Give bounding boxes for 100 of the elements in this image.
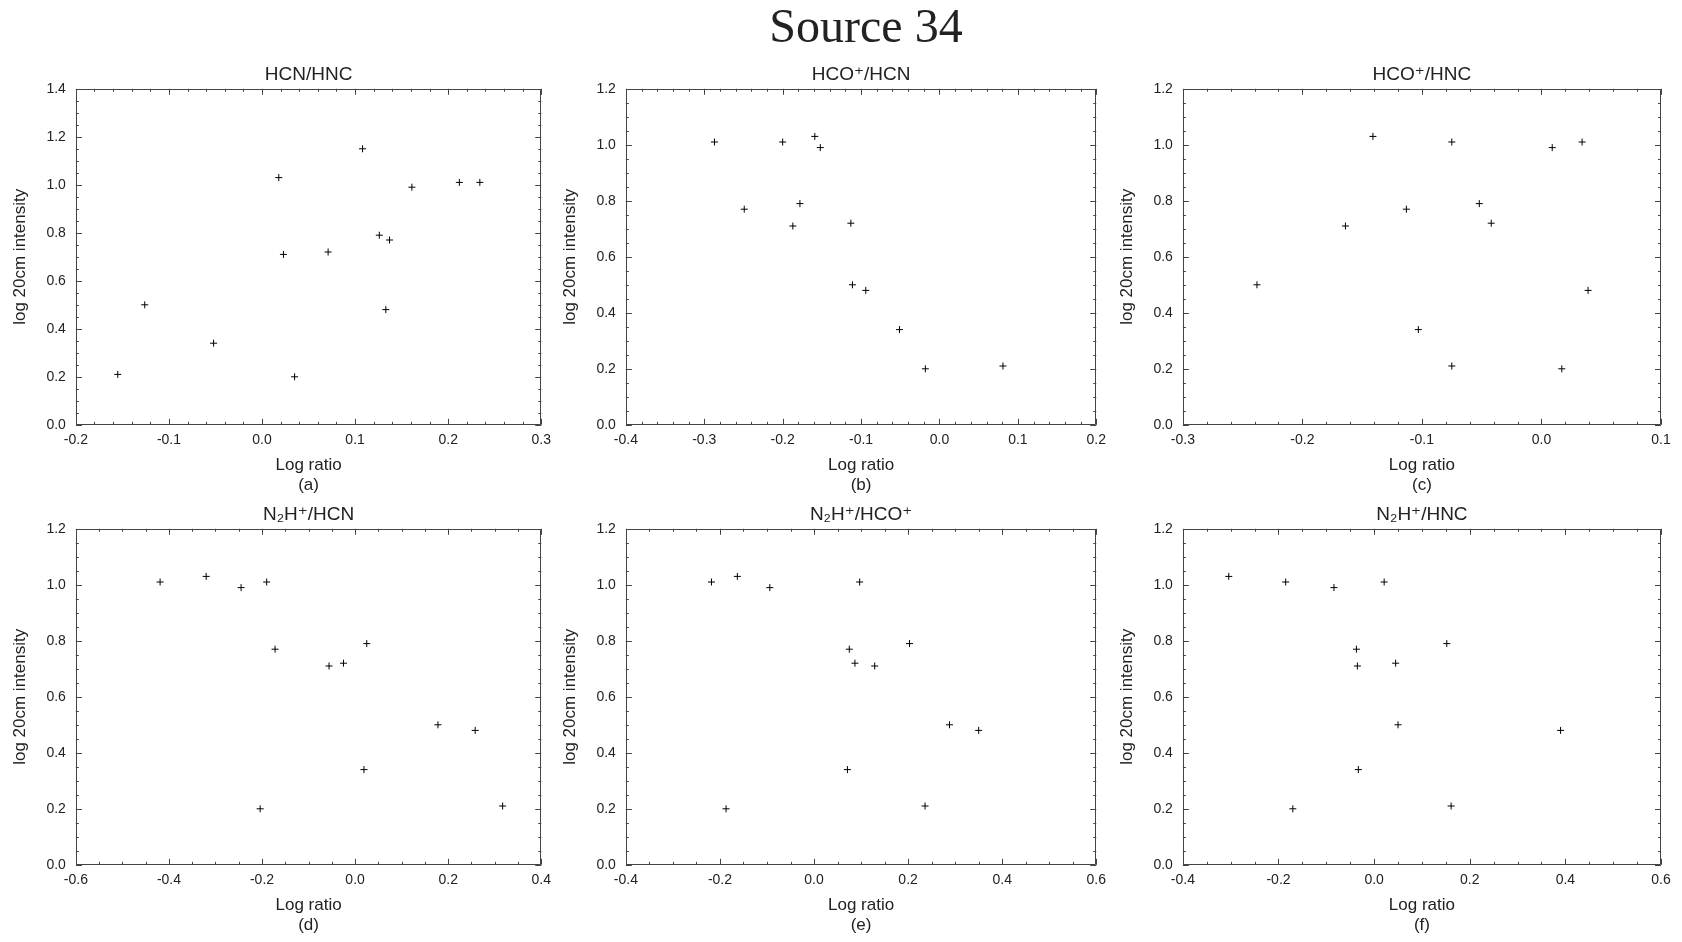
point <box>1394 720 1403 729</box>
y-tick-label: 0.8 <box>46 631 67 648</box>
text: (d) <box>298 915 319 935</box>
y-tick-label: 0.8 <box>1153 631 1174 648</box>
point <box>1224 572 1233 581</box>
x-tick-label: -0.2 <box>1266 871 1291 888</box>
point <box>381 305 390 314</box>
point <box>407 183 416 192</box>
y-tick-label: 0.0 <box>1153 415 1174 432</box>
x-tick-label: -0.3 <box>692 431 717 448</box>
point <box>855 578 864 586</box>
x-tick-label: -0.4 <box>613 871 639 888</box>
point <box>870 662 879 670</box>
point <box>1288 804 1297 813</box>
point <box>1341 222 1350 230</box>
x-tick-label: 0.2 <box>438 871 459 888</box>
point <box>1475 199 1484 208</box>
x-tick-label: -0.4 <box>1170 871 1196 888</box>
point <box>385 236 394 244</box>
x-tick-label: 0.2 <box>438 431 459 448</box>
x-tick-label: 0.4 <box>992 871 1013 888</box>
point <box>816 143 825 152</box>
x-tick-label: 0.1 <box>1008 431 1028 448</box>
x-tick-label: -0.2 <box>63 431 89 448</box>
x-tick-label: 0.2 <box>1086 431 1107 448</box>
point <box>1548 143 1557 152</box>
y-tick-label: 0.2 <box>1153 359 1174 376</box>
x-tick-label: 0.4 <box>1555 871 1576 888</box>
x-tick-label: -0.2 <box>1290 431 1315 448</box>
text: (c) <box>1412 475 1432 495</box>
x-tick-label: 0.1 <box>345 431 366 448</box>
point <box>256 804 265 813</box>
y-tick-label: 0.6 <box>596 687 617 704</box>
point <box>113 370 122 379</box>
point <box>1442 639 1451 648</box>
x-axis-title: Log ratio <box>827 895 895 915</box>
y-tick-label: 0.6 <box>46 271 67 288</box>
y-tick-label: 1.4 <box>46 79 67 96</box>
y-tick-label: 0.0 <box>596 855 617 872</box>
x-tick-label: 0.4 <box>531 871 552 888</box>
point <box>156 578 165 586</box>
y-tick-label: 0.4 <box>596 743 617 760</box>
point <box>455 178 464 187</box>
y-tick-label: 0.2 <box>596 359 617 376</box>
point <box>362 639 371 648</box>
y-tick-label: 0.4 <box>46 743 67 760</box>
point <box>279 250 288 259</box>
point <box>1584 286 1593 295</box>
x-tick-label: -0.3 <box>1170 431 1196 448</box>
x-tick-label: 0.3 <box>531 431 552 448</box>
y-tick-label: 1.0 <box>1153 575 1174 592</box>
y-tick-label: 1.0 <box>596 135 617 152</box>
point <box>375 231 384 240</box>
point <box>740 205 749 214</box>
x-tick-label: -0.6 <box>63 871 89 888</box>
y-axis-title: log 20cm intensity <box>1116 628 1136 765</box>
x-tick-label: -0.2 <box>249 871 275 888</box>
point <box>471 726 480 735</box>
point <box>271 645 280 654</box>
point <box>1447 802 1456 810</box>
point <box>1447 138 1456 146</box>
point <box>498 802 507 810</box>
point <box>1380 578 1389 586</box>
y-axis-title: log 20cm intensity <box>559 188 579 325</box>
y-tick-label: 1.0 <box>1153 135 1174 152</box>
x-tick-label: 0.0 <box>345 871 366 888</box>
x-tick-label: -0.4 <box>613 431 639 448</box>
y-tick-label: 0.4 <box>1153 303 1174 320</box>
point <box>810 132 819 141</box>
text: (f) <box>1413 915 1430 935</box>
point <box>843 765 852 774</box>
y-tick-label: 1.2 <box>596 79 617 96</box>
point <box>290 372 299 381</box>
y-axis-title: log 20cm intensity <box>9 628 29 765</box>
y-tick-label: 0.8 <box>1153 191 1174 208</box>
point <box>921 802 930 810</box>
y-tick-label: 0.6 <box>1153 687 1174 704</box>
x-tick-label: 0.6 <box>1086 871 1107 888</box>
point <box>974 726 983 735</box>
point <box>1281 578 1290 586</box>
point <box>861 286 870 295</box>
chart-title: HCN/HNC <box>264 62 353 84</box>
x-tick-label: 0.0 <box>929 431 950 448</box>
chart-title: N₂H⁺/HCO⁺ <box>809 502 913 524</box>
point <box>846 219 855 228</box>
y-tick-label: 1.2 <box>596 519 617 536</box>
point <box>921 364 930 373</box>
y-tick-label: 0.6 <box>596 247 617 264</box>
y-tick-label: 0.0 <box>46 415 67 432</box>
point <box>765 583 774 592</box>
x-axis-title: Log ratio <box>827 455 895 475</box>
x-tick-label: 0.1 <box>1651 431 1671 448</box>
x-tick-label: 0.0 <box>1531 431 1552 448</box>
point <box>850 659 859 668</box>
point <box>237 583 246 592</box>
x-tick-label: 0.0 <box>252 431 272 448</box>
y-tick-label: 0.6 <box>46 687 67 704</box>
y-tick-label: 1.0 <box>46 175 67 192</box>
point <box>733 572 742 581</box>
x-tick-label: 0.2 <box>1460 871 1480 888</box>
